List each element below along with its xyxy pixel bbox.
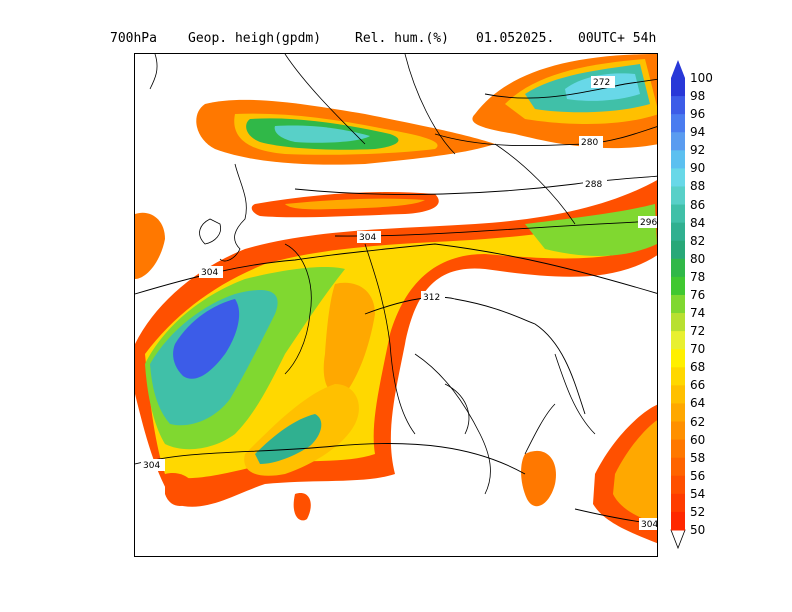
colorbar-swatch xyxy=(671,313,685,332)
triangle-up-icon xyxy=(671,60,685,78)
colorbar-tick-label: 60 xyxy=(690,432,706,447)
colorbar-swatch xyxy=(671,457,685,477)
contour-label: 304 xyxy=(641,520,658,530)
colorbar-swatch xyxy=(671,114,685,133)
colorbar-swatch xyxy=(671,331,685,350)
colorbar-tick-label: 74 xyxy=(690,306,706,321)
colorbar-tick-label: 86 xyxy=(690,197,706,212)
map-svg: 272 280 288 296 304 304 312 304 304 xyxy=(135,54,658,544)
colorbar-tick-label: 66 xyxy=(690,378,706,393)
colorbar-tick-label: 56 xyxy=(690,468,706,483)
contour-label: 304 xyxy=(359,233,376,243)
colorbar-tick-label: 72 xyxy=(690,324,706,339)
colorbar-tick-label: 78 xyxy=(690,269,706,284)
colorbar-tick-label: 94 xyxy=(690,125,706,140)
colorbar-swatch xyxy=(671,132,685,151)
colorbar-tick-label: 90 xyxy=(690,161,706,176)
colorbar-tick-label: 50 xyxy=(690,523,706,537)
colorbar-swatch xyxy=(671,276,685,296)
colorbar-swatch xyxy=(671,385,685,404)
colorbar-swatch xyxy=(671,150,685,169)
date-label: 01.052025. xyxy=(476,31,555,46)
colorbar-swatch xyxy=(671,96,685,115)
colorbar-tick-label: 84 xyxy=(690,215,706,230)
colorbar-tick-label: 52 xyxy=(690,504,706,519)
colorbar-swatch xyxy=(671,258,685,278)
contour-label-group: 272 280 288 296 304 304 312 304 304 xyxy=(141,76,658,530)
colorbar-tick-label: 100 xyxy=(690,71,713,85)
map-header: 700hPa Geop. heigh(gpdm) Rel. hum.(%) 01… xyxy=(0,31,792,49)
colorbar-tick-label: 62 xyxy=(690,414,706,429)
colorbar-tick-label: 54 xyxy=(690,486,706,501)
triangle-down-icon xyxy=(670,529,686,550)
colorbar-tick-label: 82 xyxy=(690,233,706,248)
colorbar-tick-label: 76 xyxy=(690,287,706,302)
colorbar-tick-label: 64 xyxy=(690,396,706,411)
colorbar xyxy=(670,60,686,550)
colorbar-swatch xyxy=(671,222,685,242)
colorbar-swatch xyxy=(671,294,685,314)
contour-label: 296 xyxy=(640,218,657,228)
contour-label: 272 xyxy=(593,78,610,88)
colorbar-swatch xyxy=(671,186,685,206)
colorbar-swatch xyxy=(671,439,685,459)
colorbar-swatch xyxy=(671,78,685,97)
colorbar-swatch xyxy=(671,403,685,423)
colorbar-tick-label: 80 xyxy=(690,251,706,266)
contour-label: 304 xyxy=(201,268,218,278)
colorbar-swatch xyxy=(671,204,685,224)
colorbar-swatch xyxy=(671,367,685,386)
colorbar-tick-label: 58 xyxy=(690,450,706,465)
humidity-field xyxy=(135,54,657,544)
coastlines xyxy=(149,54,596,495)
contour-label: 288 xyxy=(585,180,602,190)
colorbar-swatch xyxy=(671,349,685,368)
colorbar-tick-label: 98 xyxy=(690,89,706,104)
map-panel: 272 280 288 296 304 304 312 304 304 xyxy=(134,53,658,557)
colorbar-swatch xyxy=(671,511,685,531)
field2-label: Rel. hum.(%) xyxy=(355,31,449,46)
colorbar-tick-label: 70 xyxy=(690,342,706,357)
contour-label: 280 xyxy=(581,138,598,148)
colorbar-svg xyxy=(670,60,686,550)
level-label: 700hPa xyxy=(110,31,157,46)
contour-label: 312 xyxy=(423,293,440,303)
colorbar-swatch xyxy=(671,168,685,187)
colorbar-tick-label: 88 xyxy=(690,179,706,194)
colorbar-swatch xyxy=(671,240,685,260)
contour-label: 304 xyxy=(143,461,160,471)
run-label: 00UTC+ 54h xyxy=(578,31,657,46)
colorbar-tick-label: 96 xyxy=(690,107,706,122)
colorbar-swatch xyxy=(671,475,685,495)
colorbar-swatch xyxy=(671,493,685,513)
colorbar-tick-label: 92 xyxy=(690,143,706,158)
field1-label: Geop. heigh(gpdm) xyxy=(188,31,322,46)
colorbar-tick-label: 68 xyxy=(690,360,706,375)
colorbar-swatch xyxy=(671,421,685,441)
